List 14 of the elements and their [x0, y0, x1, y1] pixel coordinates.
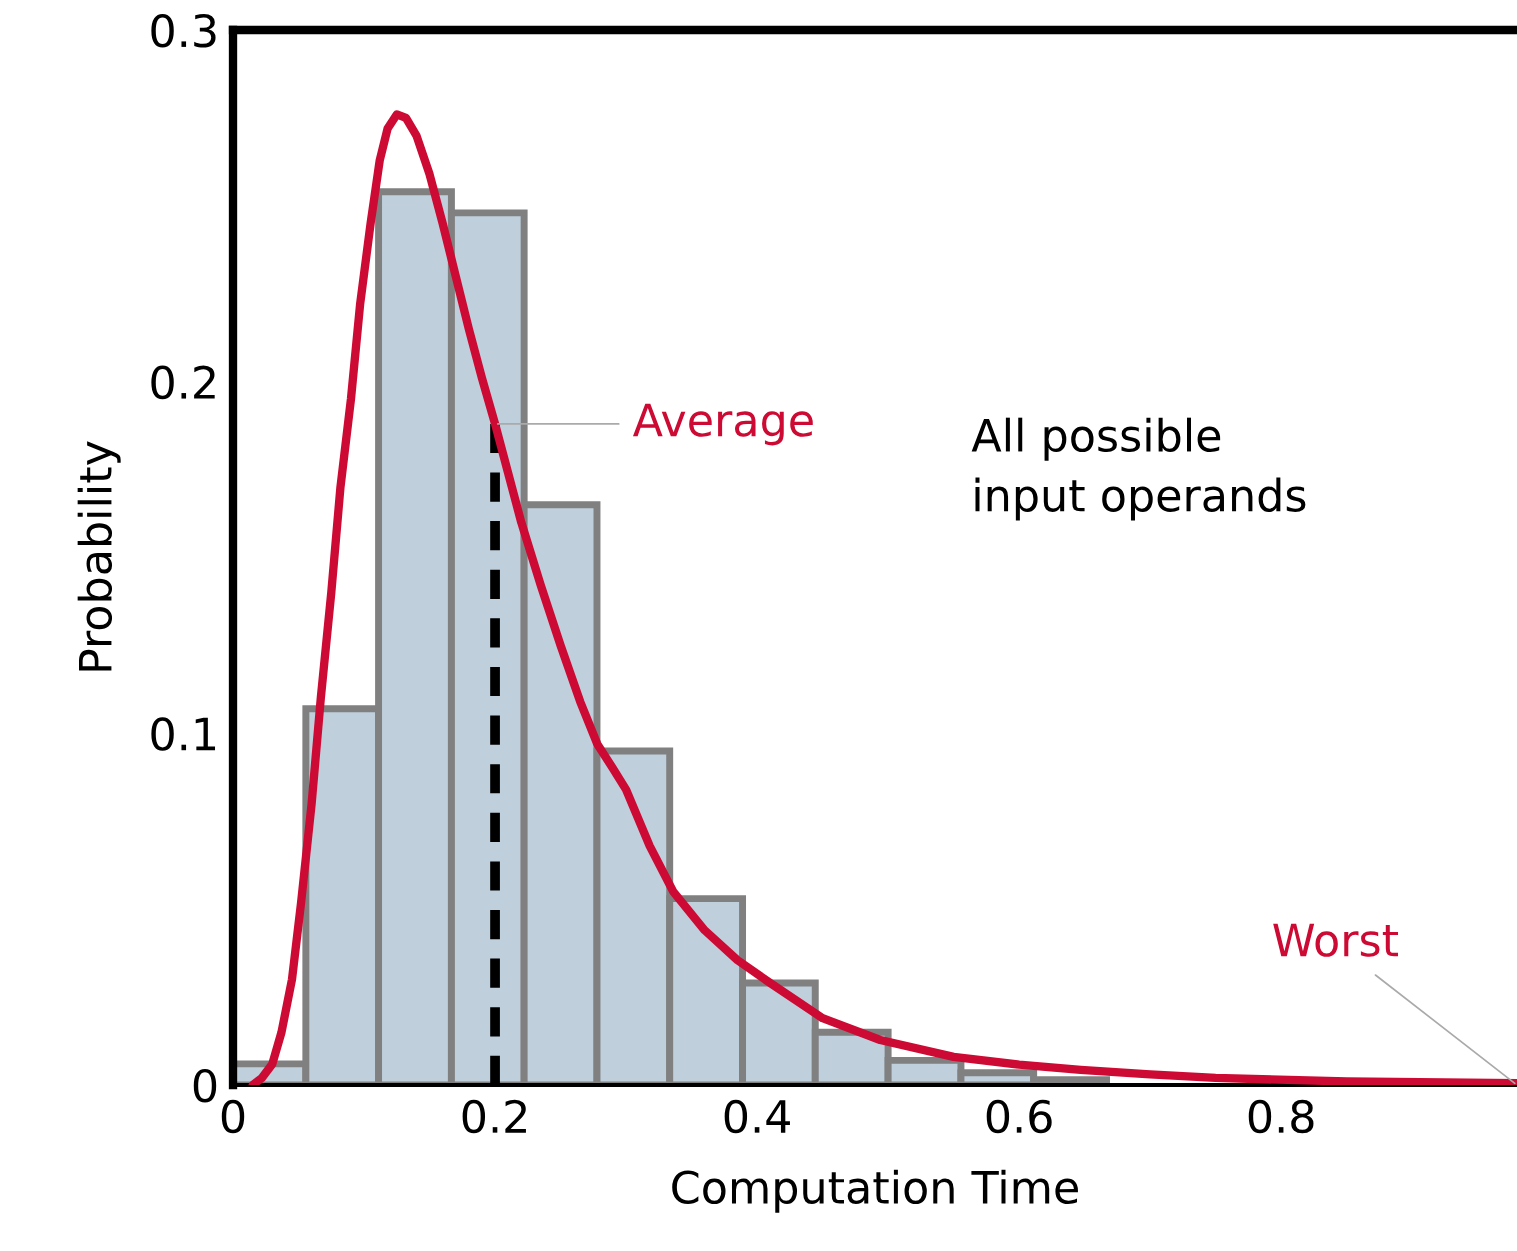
x-tick-label: 0 [221, 1099, 245, 1134]
x-axis-title: Computation Time [672, 1169, 1078, 1213]
y-axis-title: Probability [77, 441, 121, 671]
x-tick-label: 0.8 [1248, 1099, 1314, 1134]
y-tick-label: 0 [193, 1068, 217, 1103]
y-tick-label: 0.1 [151, 717, 216, 751]
y-tick-label: 0.2 [151, 365, 215, 400]
y-tick-label: 0.3 [151, 13, 216, 48]
annotation: All possible input operands [971, 417, 1306, 521]
x-tick-label: 0.6 [986, 1099, 1052, 1134]
annotation: Worst [1273, 923, 1399, 957]
x-tick-label: 0.4 [724, 1099, 790, 1134]
x-tick-label: 0.2 [462, 1099, 526, 1134]
annotation: Average [632, 403, 813, 446]
